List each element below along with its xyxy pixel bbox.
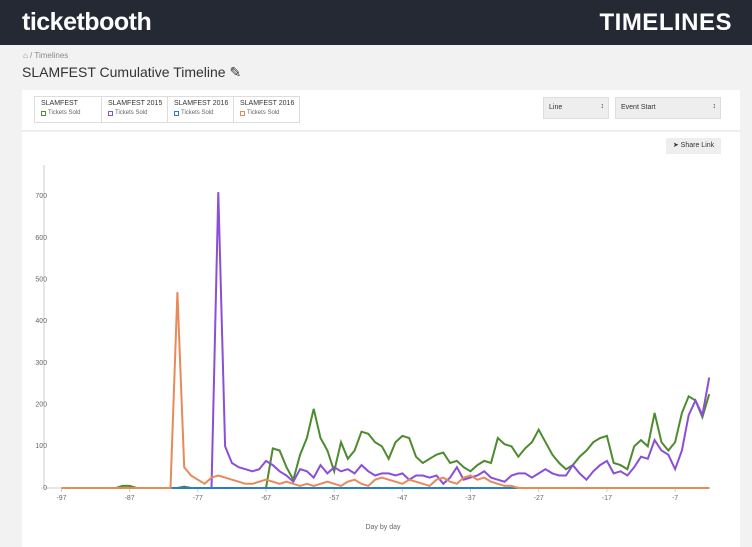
x-tick-label: -7 — [672, 495, 678, 502]
breadcrumb-item[interactable]: Timelines — [34, 51, 69, 60]
legend-metric-text: Tickets Sold — [247, 110, 280, 116]
legend-metric-text: Tickets Sold — [181, 110, 214, 116]
y-tick-label: 0 — [43, 485, 47, 492]
logo[interactable]: ticketbooth — [22, 8, 152, 36]
x-tick-label: -97 — [56, 495, 66, 502]
x-tick-label: -37 — [465, 495, 475, 502]
legend-item[interactable]: SLAMFEST 2016 Tickets Sold — [233, 97, 299, 122]
share-text: Share Link — [680, 142, 715, 149]
legend-metric: Tickets Sold — [240, 110, 299, 116]
header: ticketbooth TIMELINES — [0, 0, 752, 45]
legend: SLAMFEST Tickets Sold SLAMFEST 2015 Tickets… — [34, 96, 300, 123]
legend-metric: Tickets Sold — [41, 110, 101, 116]
legend-name: SLAMFEST 2016 — [240, 100, 295, 107]
legend-metric-text: Tickets Sold — [115, 110, 148, 116]
x-tick-label: -87 — [125, 495, 135, 502]
legend-metric: Tickets Sold — [108, 110, 167, 116]
legend-name: SLAMFEST 2015 — [108, 100, 163, 107]
x-tick-label: -27 — [534, 495, 544, 502]
series-line — [61, 292, 710, 489]
series-line — [61, 192, 711, 489]
x-tick-label: -57 — [329, 495, 339, 502]
share-button[interactable]: ➤ Share Link — [666, 138, 721, 154]
chart-type-select[interactable]: Line — [543, 97, 609, 119]
legend-item[interactable]: SLAMFEST 2016 Tickets Sold — [167, 97, 233, 122]
legend-swatch — [240, 110, 245, 116]
x-tick-label: -77 — [193, 495, 203, 502]
legend-name: SLAMFEST 2016 — [174, 100, 229, 107]
page-title: SLAMFEST Cumulative Timeline ✎ — [22, 64, 242, 80]
legend-metric: Tickets Sold — [174, 110, 233, 116]
x-tick-label: -47 — [397, 495, 407, 502]
x-tick-label: -17 — [602, 495, 612, 502]
divider — [22, 130, 740, 132]
title-text: SLAMFEST Cumulative Timeline — [22, 64, 226, 80]
section-title: TIMELINES — [599, 9, 732, 36]
x-tick-label: -67 — [261, 495, 271, 502]
x-axis-label: Day by day — [365, 524, 401, 531]
legend-item[interactable]: SLAMFEST Tickets Sold — [35, 97, 101, 122]
legend-swatch — [174, 110, 179, 116]
legend-item[interactable]: SLAMFEST 2015 Tickets Sold — [101, 97, 167, 122]
legend-metric-text: Tickets Sold — [48, 110, 81, 116]
breadcrumb: ⌂ / Timelines — [23, 51, 69, 60]
legend-swatch — [108, 110, 113, 116]
alignment-select[interactable]: Event Start — [615, 97, 721, 119]
legend-swatch — [41, 110, 46, 116]
legend-name: SLAMFEST — [41, 100, 78, 107]
